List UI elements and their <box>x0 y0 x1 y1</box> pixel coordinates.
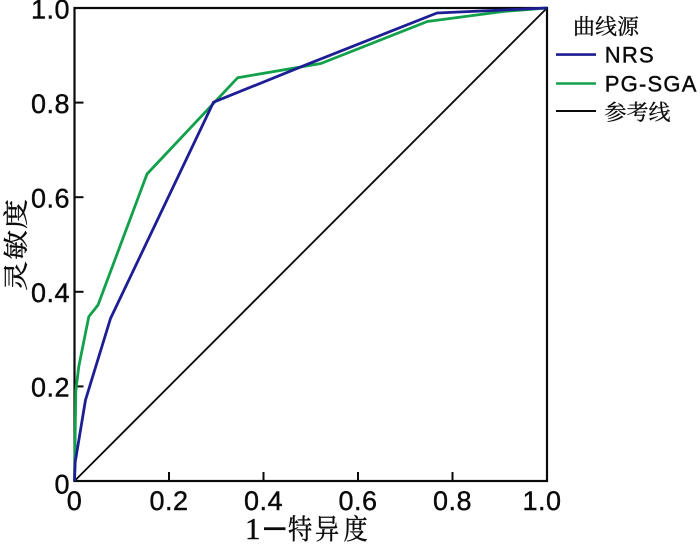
svg-text:0.2: 0.2 <box>149 486 188 516</box>
svg-text:0: 0 <box>67 486 83 516</box>
svg-text:0.2: 0.2 <box>31 373 70 403</box>
svg-text:0: 0 <box>54 469 70 499</box>
svg-text:0.8: 0.8 <box>433 486 472 516</box>
svg-text:0.6: 0.6 <box>31 184 70 214</box>
svg-text:1.0: 1.0 <box>522 486 561 516</box>
svg-text:1: 1 <box>245 511 261 542</box>
svg-text:0.6: 0.6 <box>338 486 377 516</box>
svg-text:NRS: NRS <box>605 42 655 67</box>
svg-text:PG-SGA: PG-SGA <box>605 71 698 96</box>
svg-text:0.4: 0.4 <box>31 278 70 308</box>
svg-text:0.4: 0.4 <box>244 486 283 516</box>
svg-text:1.0: 1.0 <box>31 0 70 24</box>
svg-text:0.8: 0.8 <box>31 89 70 119</box>
